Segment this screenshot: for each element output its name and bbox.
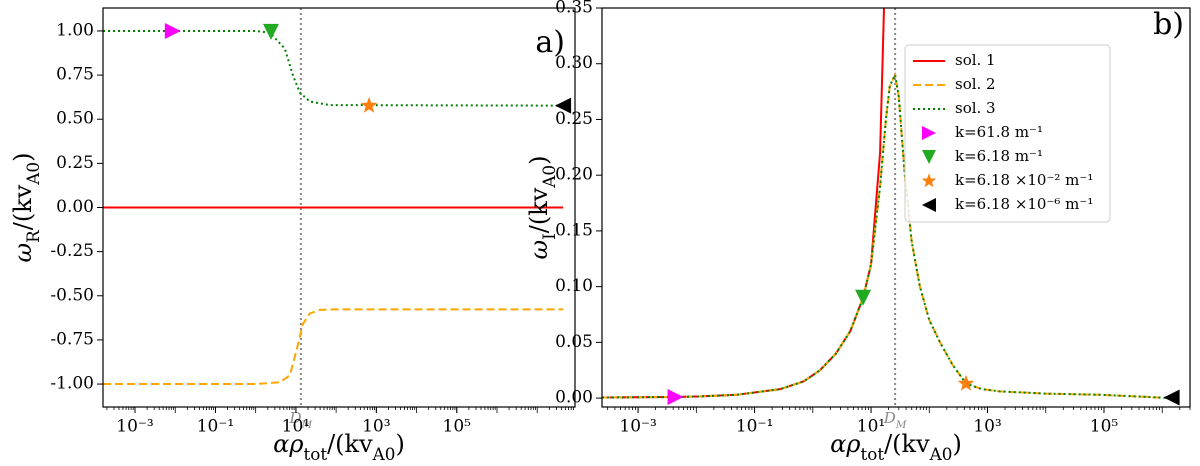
series-line — [103, 29, 564, 107]
y-tick-label: 0.75 — [56, 65, 94, 85]
x-axis-label-part: A0 — [372, 444, 396, 464]
x-tick-label: 10⁻¹ — [197, 417, 234, 437]
vline-label-main: D — [883, 409, 896, 427]
x-tick-label: 10³ — [362, 417, 390, 437]
vline-label-sub: M — [301, 419, 313, 431]
x-axis-label-part: tot — [861, 444, 885, 464]
plot-area — [602, 8, 1172, 407]
y-axis-label: ωI/(kvA0) — [525, 156, 559, 260]
marker — [957, 374, 975, 391]
y-axis-label-part: /(kv — [525, 187, 553, 233]
series-line — [602, 71, 1172, 400]
y-axis-label-part: A0 — [539, 165, 559, 189]
legend-marker — [922, 150, 936, 164]
x-axis-label-part: tot — [304, 444, 328, 464]
legend-marker — [922, 126, 936, 140]
marker — [555, 97, 572, 114]
y-tick-label: 0.05 — [555, 332, 593, 352]
x-tick-label: 10⁻¹ — [736, 417, 773, 437]
marker — [855, 289, 872, 306]
legend-marker — [921, 173, 937, 188]
plot-area — [103, 8, 564, 407]
panel-label: b) — [1153, 7, 1184, 42]
x-axis-label: αρtot/(kvA0) — [830, 430, 962, 464]
series-line — [103, 308, 564, 386]
series-line — [602, 8, 886, 399]
y-tick-label: 0.10 — [555, 276, 593, 296]
y-axis-label-part: ω — [525, 240, 553, 260]
x-axis-label-part: ) — [952, 430, 961, 458]
x-axis-label-part: /(kv — [884, 430, 930, 458]
axes-frame — [601, 7, 1191, 408]
legend-label: k=6.18 ×10⁻² m⁻¹ — [955, 171, 1093, 189]
x-axis-label-part: /(kv — [327, 430, 373, 458]
y-tick-label: -1.00 — [50, 374, 94, 394]
x-axis-label-part: αρ — [273, 430, 303, 458]
x-tick-label: 10⁻³ — [619, 417, 656, 437]
y-tick-label: -0.50 — [50, 285, 94, 305]
y-tick-label: 0.25 — [555, 109, 593, 129]
x-tick-label: 10¹ — [282, 417, 310, 437]
y-tick-label: 0.00 — [555, 388, 593, 408]
y-axis-label: ωR/(kvA0) — [9, 153, 43, 263]
y-axis-label-part: ω — [9, 243, 37, 263]
y-tick-label: -0.25 — [50, 241, 94, 261]
y-axis-label-part: ) — [525, 156, 553, 165]
legend-label: k=6.18 m⁻¹ — [955, 147, 1043, 165]
y-axis-label-part: R — [23, 229, 43, 243]
vline-label-main: D — [288, 409, 301, 427]
y-tick-label: -0.75 — [50, 329, 94, 349]
marker — [164, 22, 181, 39]
y-axis-label-part: ) — [9, 153, 37, 162]
x-axis-label-part: A0 — [929, 444, 953, 464]
x-tick-label: 10⁵ — [1090, 417, 1119, 437]
legend-label: k=61.8 m⁻¹ — [955, 123, 1043, 141]
x-tick-label: 10⁵ — [443, 417, 472, 437]
y-tick-label: 0.15 — [555, 220, 593, 240]
legend-box — [904, 44, 1111, 223]
marker — [667, 388, 684, 405]
legend-label: sol. 2 — [955, 75, 996, 93]
panel-label: a) — [535, 25, 565, 60]
x-axis-label: αρtot/(kvA0) — [273, 430, 405, 464]
legend-label: sol. 1 — [955, 51, 996, 69]
y-tick-label: 0.35 — [555, 0, 593, 18]
vline-label-sub: M — [895, 419, 907, 431]
vline-label: DM — [883, 409, 907, 431]
series-line — [602, 71, 1172, 400]
y-tick-label: 0.50 — [56, 109, 94, 129]
y-axis-label-part: A0 — [23, 162, 43, 186]
legend-label: k=6.18 ×10⁻⁶ m⁻¹ — [955, 195, 1093, 213]
marker — [262, 23, 279, 40]
x-axis-label-part: αρ — [830, 430, 860, 458]
y-tick-label: 0.25 — [56, 153, 94, 173]
legend-marker — [922, 198, 936, 212]
marker — [1163, 389, 1180, 406]
y-tick-label: 0.00 — [56, 197, 94, 217]
y-tick-label: 1.00 — [56, 20, 94, 40]
x-tick-label: 10³ — [973, 417, 1001, 437]
vline-label: DM — [288, 409, 312, 431]
marker — [360, 96, 378, 113]
y-tick-label: 0.20 — [555, 165, 593, 185]
x-axis-label-part: ) — [395, 430, 404, 458]
y-axis-label-part: I — [539, 233, 559, 240]
legend-label: sol. 3 — [955, 99, 996, 117]
x-tick-label: 10⁻³ — [116, 417, 153, 437]
y-tick-label: 0.30 — [555, 53, 593, 73]
x-tick-label: 10¹ — [857, 417, 885, 437]
y-axis-label-part: /(kv — [9, 184, 37, 230]
